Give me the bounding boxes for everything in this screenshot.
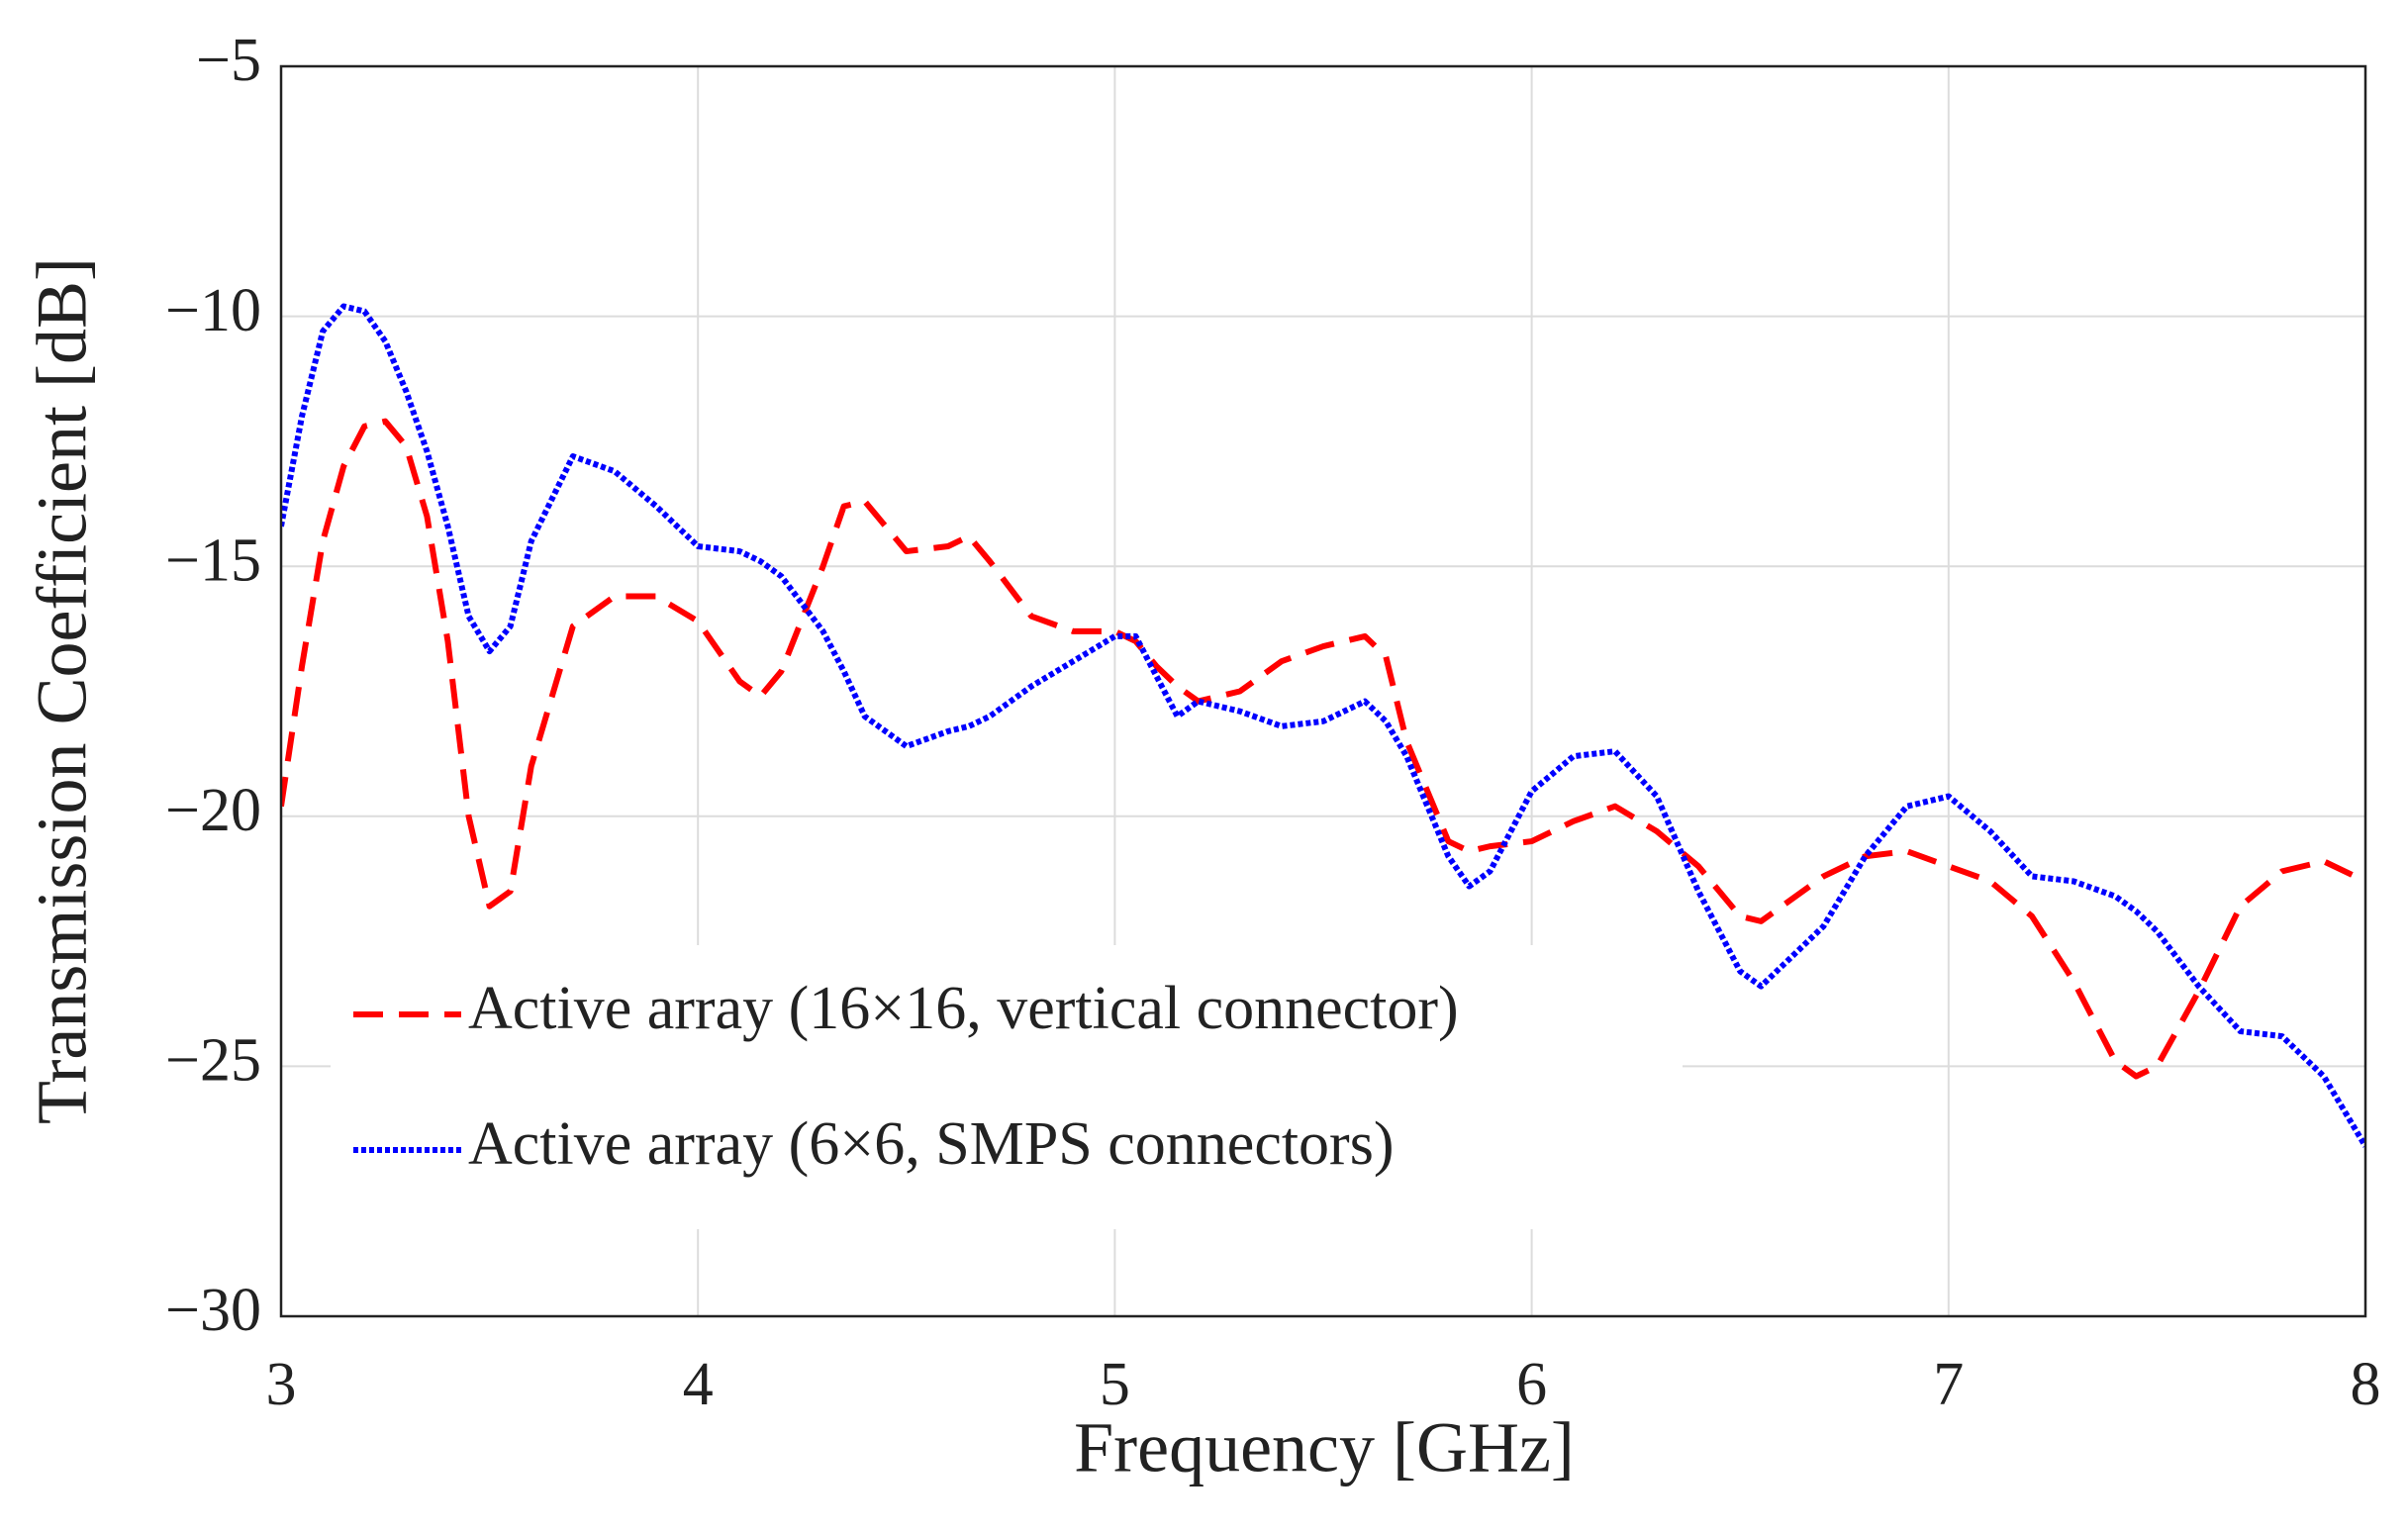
x-tick-label: 5 — [1100, 1351, 1130, 1418]
legend-box — [331, 945, 1683, 1229]
plot-area — [281, 303, 2365, 1148]
y-tick-label: −30 — [165, 1277, 261, 1344]
x-tick-label: 4 — [683, 1351, 714, 1418]
axes-frame — [279, 64, 2367, 1318]
y-tick-label: −10 — [165, 277, 261, 344]
y-tick-label: −15 — [165, 527, 261, 594]
y-tick-label: −5 — [196, 27, 261, 94]
y-tick-label: −25 — [165, 1027, 261, 1095]
x-axis-label: Frequency [GHz] — [1074, 1408, 1575, 1487]
x-tick-label: 7 — [1933, 1351, 1964, 1418]
legend-label: Active array (6×6, SMPS connectors) — [468, 1110, 1394, 1178]
series-line — [281, 418, 2365, 1080]
x-tick-label: 3 — [266, 1351, 297, 1418]
x-tick-label: 6 — [1516, 1351, 1547, 1418]
y-tick-label: −20 — [165, 777, 261, 844]
y-axis-label: Transmission Coefficient [dB] — [23, 257, 102, 1124]
series-line — [281, 303, 2365, 1148]
legend-label: Active array (16×16, vertical connector) — [468, 975, 1459, 1042]
x-tick-label: 8 — [2351, 1351, 2381, 1418]
